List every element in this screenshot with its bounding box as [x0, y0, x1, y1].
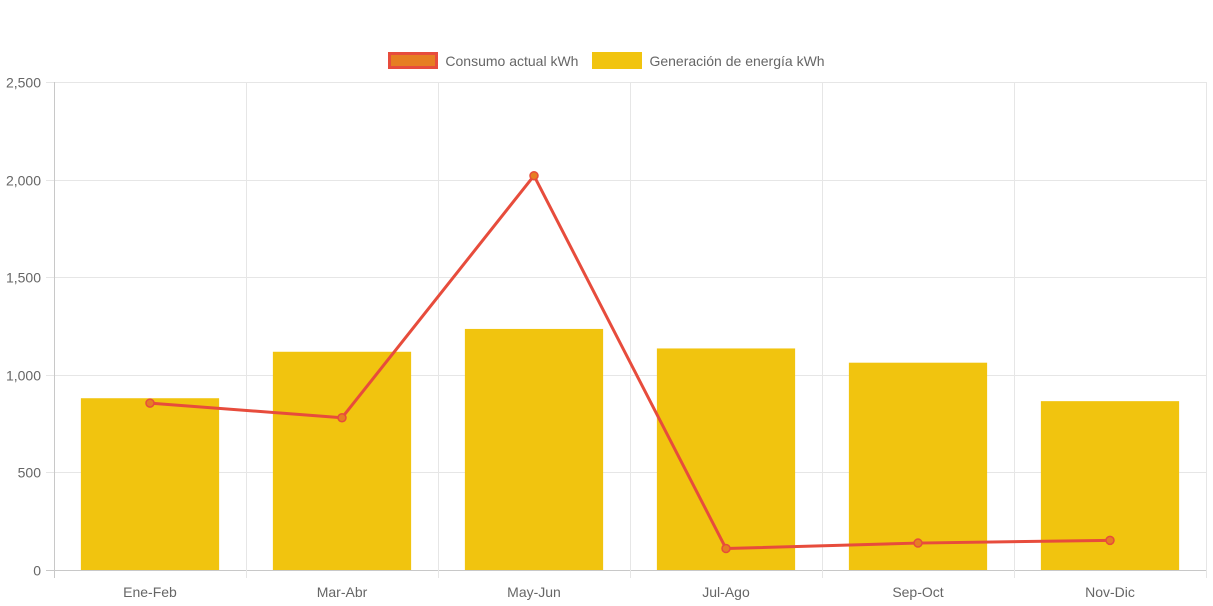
bar-jul-ago [656, 348, 796, 570]
x-tick-label: Jul-Ago [702, 584, 750, 600]
point-jul-ago [721, 543, 731, 554]
line-consumo [145, 170, 1115, 554]
bar-sep-oct [848, 362, 988, 570]
legend-swatch-consumo [388, 52, 439, 69]
y-tick-label: 0 [33, 563, 41, 579]
legend-item-generacion[interactable]: Generación de energía kWh [592, 52, 825, 69]
y-tick-label: 1,000 [6, 368, 41, 384]
bar-may-jun [464, 328, 604, 570]
consumo-line [149, 174, 1111, 551]
y-tick-label: 1,500 [6, 270, 41, 286]
axes: 0 500 1,000 1,500 2,000 2,500 Ene-Feb Mar-Abr Ma… [6, 75, 1135, 601]
bar-ene-feb [80, 398, 220, 570]
legend-swatch-generacion [592, 52, 643, 69]
grid-lines [46, 82, 1207, 578]
point-ene-feb [145, 398, 155, 408]
point-nov-dic [1105, 535, 1115, 546]
y-tick-label: 2,000 [6, 173, 41, 189]
bar-mar-abr [272, 351, 412, 570]
point-mar-abr [337, 412, 347, 423]
y-tick-label: 500 [18, 465, 42, 481]
point-sep-oct [913, 538, 923, 548]
legend-item-consumo[interactable]: Consumo actual kWh [388, 52, 578, 69]
x-tick-label: Mar-Abr [317, 584, 368, 600]
x-tick-label: Ene-Feb [123, 584, 177, 600]
legend-label-generacion: Generación de energía kWh [649, 52, 825, 69]
legend-label-consumo: Consumo actual kWh [445, 52, 579, 69]
x-tick-label: May-Jun [507, 584, 561, 600]
x-tick-label: Sep-Oct [892, 584, 943, 600]
y-tick-label: 2,500 [6, 75, 41, 91]
chart-legend: Consumo actual kWh Generación de energía… [0, 52, 1213, 69]
x-tick-label: Nov-Dic [1085, 584, 1135, 600]
point-may-jun [529, 170, 539, 181]
